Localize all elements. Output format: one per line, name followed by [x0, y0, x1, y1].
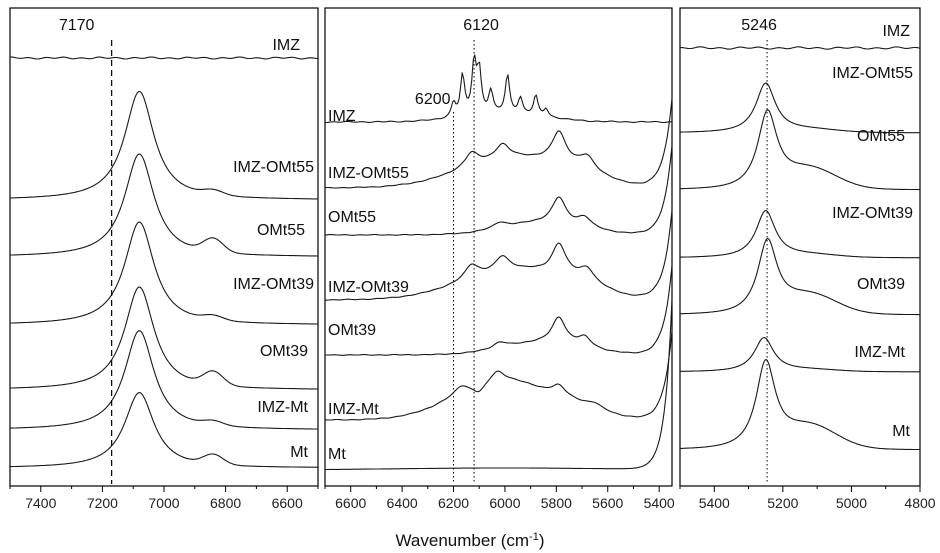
- series-label-omt39: OMt39: [857, 276, 905, 293]
- series-line-imz-mt: [324, 330, 673, 421]
- series-line-omt39: [324, 265, 673, 356]
- series-line-imz-omt39: [9, 221, 318, 325]
- x-tick-label: 4800: [904, 495, 935, 511]
- series-line-imz-omt55: [324, 98, 673, 189]
- series-line-mt: [10, 392, 319, 468]
- series-line-imz: [679, 46, 921, 50]
- peak-label-7170: 7170: [59, 17, 95, 34]
- series-line-imz-mt: [10, 330, 318, 430]
- x-tick-label: 6400: [387, 495, 418, 511]
- panel-1: IMZ IMZ-OMt55 OMt55 IMZ-OMt39 OMt39 IMZ-Mt Mt 7…: [9, 7, 319, 511]
- x-tick-label: 7400: [25, 495, 56, 511]
- series-label-omt55: OMt55: [257, 222, 305, 239]
- x-tick-label: 5800: [541, 495, 572, 511]
- series-label-imz-omt55: IMZ-OMt55: [233, 159, 314, 176]
- x-axis-label: Wavenumber (cm-1): [396, 531, 545, 550]
- series-label-imz-mt: IMZ-Mt: [854, 344, 905, 361]
- series-label-imz-omt55: IMZ-OMt55: [832, 65, 913, 82]
- x-tick-label: 6600: [272, 495, 303, 511]
- series-label-imz-mt: IMZ-Mt: [328, 401, 379, 418]
- series-line-imz-omt55: [9, 90, 318, 200]
- series-label-omt55: OMt55: [857, 128, 905, 145]
- series-line-omt39: [679, 238, 920, 316]
- x-tick-label: 5400: [699, 495, 730, 511]
- x-tick-label: 6600: [335, 495, 366, 511]
- x-tick-label: 6000: [489, 495, 520, 511]
- series-label-mt: Mt: [290, 444, 308, 461]
- panel-3: IMZ IMZ-OMt55 OMt55 IMZ-OMt39 OMt39 IMZ-Mt Mt 5…: [679, 7, 936, 511]
- series-line-omt55: [324, 145, 673, 236]
- x-tick-label: 7200: [87, 495, 118, 511]
- series-line-imz-omt39: [325, 209, 673, 301]
- series-label-mt: Mt: [328, 446, 346, 463]
- x-tick-label: 6800: [210, 495, 241, 511]
- peak-label-5246: 5246: [741, 17, 777, 34]
- peak-label-6200: 6200: [415, 91, 451, 108]
- x-tick-label: 5600: [592, 495, 623, 511]
- series-line-mt: [325, 298, 673, 471]
- series-label-imz: IMZ: [272, 37, 300, 54]
- x-tick-label: 7000: [148, 495, 179, 511]
- series-line-imz: [9, 56, 318, 60]
- series-label-omt39: OMt39: [328, 322, 376, 339]
- series-label-mt: Mt: [892, 423, 910, 440]
- series-line-omt55: [680, 109, 920, 191]
- series-label-omt55: OMt55: [328, 209, 376, 226]
- series-label-imz-omt55: IMZ-OMt55: [328, 165, 409, 182]
- series-label-imz: IMZ: [882, 23, 910, 40]
- series-line-omt39: [9, 286, 318, 390]
- series-label-imz-mt: IMZ-Mt: [257, 399, 308, 416]
- panel-2: IMZ IMZ-OMt55 OMt55 IMZ-OMt39 OMt39 IMZ-Mt Mt 6…: [324, 7, 675, 511]
- series-line-imz-omt55: [680, 82, 920, 134]
- series-label-imz: IMZ: [328, 108, 356, 125]
- series-line-omt55: [9, 153, 318, 257]
- series-line-imz: [325, 54, 672, 124]
- x-tick-label: 6200: [438, 495, 469, 511]
- series-line-mt: [679, 358, 920, 451]
- series-line-imz-omt39: [679, 210, 920, 259]
- series-label-imz-omt39: IMZ-OMt39: [328, 279, 409, 296]
- x-tick-label: 5400: [644, 495, 675, 511]
- panel-3-frame: [679, 7, 921, 487]
- series-label-imz-omt39: IMZ-OMt39: [233, 276, 314, 293]
- panel-2-frame: [324, 7, 673, 487]
- series-line-imz-mt: [679, 337, 920, 373]
- x-tick-label: 5000: [836, 495, 867, 511]
- series-label-imz-omt39: IMZ-OMt39: [832, 205, 913, 222]
- series-label-omt39: OMt39: [260, 343, 308, 360]
- peak-label-6120: 6120: [463, 17, 499, 34]
- x-tick-label: 5200: [767, 495, 798, 511]
